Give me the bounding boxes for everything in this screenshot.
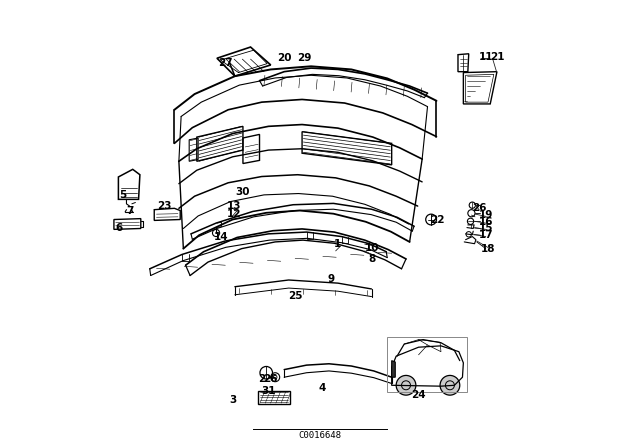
Text: 19: 19 [479, 210, 493, 220]
Text: 24: 24 [412, 390, 426, 400]
Text: 25: 25 [288, 291, 303, 301]
Text: 26: 26 [472, 203, 486, 213]
Text: 10: 10 [365, 243, 380, 253]
Text: 20: 20 [277, 53, 291, 63]
Text: 8: 8 [369, 254, 376, 264]
Circle shape [396, 375, 416, 395]
Text: 23: 23 [157, 201, 172, 211]
Text: 18: 18 [481, 244, 496, 254]
Text: 11: 11 [479, 52, 493, 62]
Text: C0016648: C0016648 [298, 431, 342, 440]
Text: 22: 22 [430, 215, 445, 225]
Text: 2: 2 [258, 375, 266, 384]
Polygon shape [392, 361, 396, 377]
Text: 29: 29 [297, 53, 312, 63]
Text: 5: 5 [119, 190, 127, 200]
Text: 7: 7 [126, 207, 133, 216]
Text: 12: 12 [227, 209, 241, 219]
Text: 17: 17 [479, 230, 493, 240]
Text: 27: 27 [219, 58, 233, 68]
Text: 3: 3 [229, 395, 236, 405]
Text: 9: 9 [328, 274, 335, 284]
Text: 16: 16 [479, 217, 493, 227]
Text: 6: 6 [116, 223, 123, 233]
Text: 26: 26 [264, 375, 278, 384]
Text: 31: 31 [261, 386, 276, 396]
Text: 15: 15 [479, 224, 493, 233]
Text: 14: 14 [214, 233, 228, 242]
Text: 21: 21 [490, 52, 504, 62]
Text: 30: 30 [236, 187, 250, 197]
Text: 1: 1 [334, 239, 342, 249]
Text: 4: 4 [319, 383, 326, 393]
Text: 13: 13 [227, 201, 241, 211]
Circle shape [440, 375, 460, 395]
